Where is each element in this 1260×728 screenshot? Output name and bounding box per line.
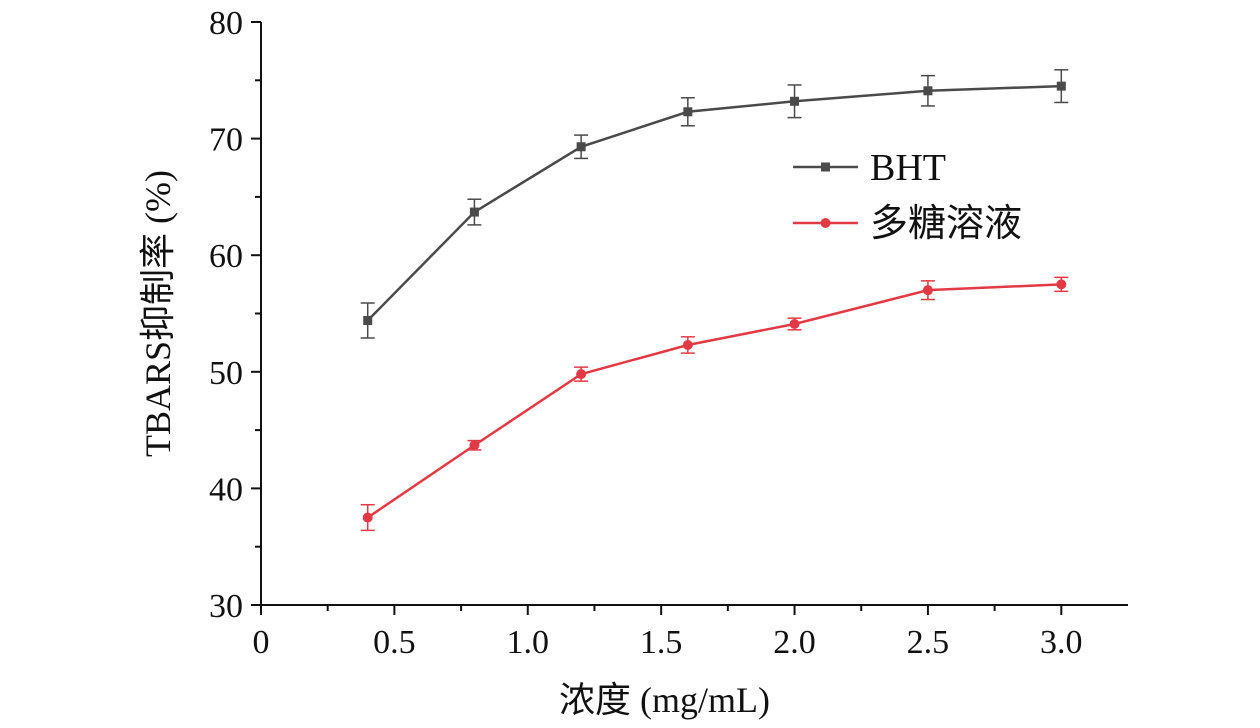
data-point — [682, 339, 693, 350]
x-tick-label: 2.5 — [907, 624, 950, 661]
series-line — [367, 283, 1062, 519]
y-tick-label: 40 — [209, 471, 243, 508]
data-point — [576, 142, 586, 152]
data-point — [362, 512, 373, 523]
data-point — [923, 86, 933, 96]
series-1 — [360, 69, 1069, 339]
y-tick-label: 30 — [209, 588, 243, 625]
series-layer — [360, 69, 1069, 532]
series-2 — [360, 276, 1069, 532]
data-point — [363, 315, 373, 325]
y-tick-label: 70 — [209, 122, 243, 159]
x-tick-label: 2.0 — [773, 624, 816, 661]
axes — [260, 22, 1128, 606]
x-tick-label: 0.5 — [373, 624, 416, 661]
data-point — [1056, 279, 1067, 290]
legend-label: 多糖溶液 — [870, 203, 1022, 245]
legend: BHT 多糖溶液 — [793, 147, 1022, 245]
y-axis-title: TBARS抑制率 (%) — [138, 170, 178, 457]
data-point — [469, 440, 480, 451]
x-tick-label: 0 — [253, 624, 270, 661]
x-axis-title: 浓度 (mg/mL) — [559, 680, 770, 720]
data-point — [922, 285, 933, 296]
legend-label: BHT — [870, 147, 946, 189]
legend-marker — [821, 162, 830, 172]
y-tick-label: 50 — [209, 355, 243, 392]
data-point — [576, 369, 587, 380]
y-tick-label: 60 — [209, 238, 243, 275]
x-tick-label: 3.0 — [1040, 624, 1083, 661]
legend-marker — [820, 218, 831, 228]
legend-item-2: 多糖溶液 — [793, 203, 1022, 245]
data-point — [789, 318, 800, 329]
y-tick-label: 80 — [209, 5, 243, 42]
x-tick-label: 1.0 — [507, 624, 550, 661]
data-point — [469, 207, 479, 217]
ticks: 0 0.5 1.0 1.5 2.0 2.5 3.0 30 40 50 60 70 80 — [209, 5, 1083, 661]
x-tick-label: 1.5 — [640, 624, 683, 661]
data-point — [790, 96, 800, 106]
legend-item-1: BHT — [793, 147, 946, 189]
data-point — [1056, 81, 1066, 91]
data-point — [683, 107, 693, 117]
